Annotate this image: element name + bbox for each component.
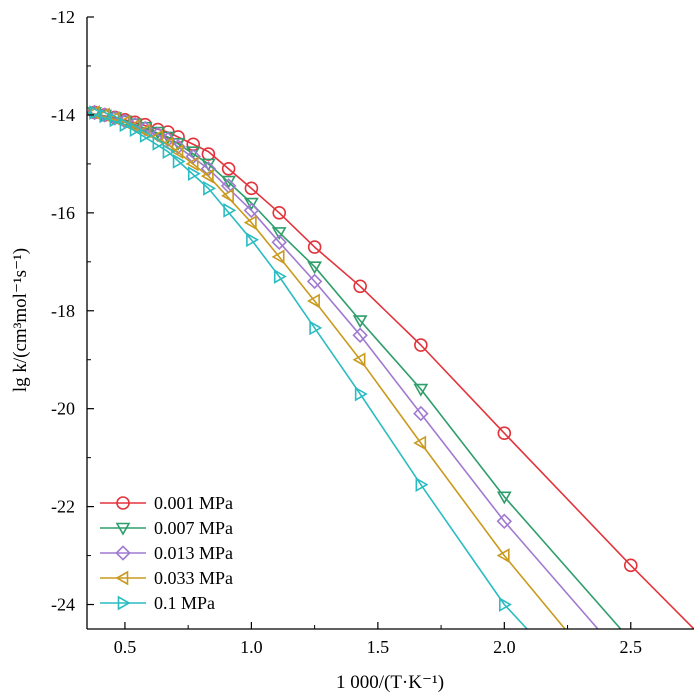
data-point-0-1-mpa	[139, 128, 153, 143]
data-point-0-007-mpa	[413, 383, 429, 397]
legend-label: 0.1 MPa	[154, 593, 215, 613]
data-point-0-1-mpa	[223, 203, 237, 218]
data-point-0-007-mpa	[496, 491, 512, 505]
data-point-0-007-mpa	[307, 261, 323, 275]
data-point-0-1-mpa	[246, 232, 260, 248]
data-point-0-033-mpa	[185, 156, 199, 172]
y-tick-label: -16	[51, 203, 75, 223]
data-point-0-1-mpa	[273, 269, 287, 284]
data-point-0-013-mpa	[170, 139, 186, 155]
legend-marker-0-033-mpa	[115, 570, 129, 586]
y-tick-label: -24	[51, 595, 75, 615]
x-tick-label: 2.0	[493, 637, 516, 657]
ticks-layer: 0.5 1.0 1.5 2.0 2.5 -24 -22 -20 -18 -16 -14 -12	[51, 7, 642, 657]
series-line-0-013-mpa	[87, 111, 599, 629]
data-point-0-1-mpa	[172, 154, 186, 169]
data-point-0-001-mpa	[623, 558, 638, 573]
series-line-0-1-mpa	[87, 111, 528, 629]
data-point-0-001-mpa	[307, 240, 322, 254]
data-point-0-1-mpa	[309, 320, 323, 336]
data-point-0-033-mpa	[243, 215, 257, 231]
data-point-0-013-mpa	[185, 148, 201, 165]
data-point-0-001-mpa	[414, 338, 428, 352]
legend-marker-0-013-mpa	[115, 545, 131, 561]
data-point-0-1-mpa	[499, 597, 512, 612]
data-point-0-033-mpa	[137, 123, 151, 139]
data-point-0-1-mpa	[129, 122, 143, 137]
y-tick-label: -12	[51, 7, 75, 27]
y-tick-label: -18	[51, 301, 75, 321]
legend-marker-0-1-mpa	[117, 595, 131, 611]
data-point-0-001-mpa	[353, 279, 367, 294]
legend-label: 0.033 MPa	[154, 568, 233, 588]
legend-label: 0.013 MPa	[154, 543, 233, 563]
data-point-0-013-mpa	[352, 327, 368, 343]
x-tick-label: 2.5	[620, 637, 643, 657]
legend-label: 0.001 MPa	[154, 493, 233, 513]
legend-label: 0.007 MPa	[154, 518, 233, 538]
data-point-0-007-mpa	[271, 227, 287, 241]
data-point-0-001-mpa	[244, 181, 259, 196]
y-tick-label: -22	[51, 497, 75, 517]
data-point-0-1-mpa	[415, 477, 429, 492]
x-axis-label: 1 000/(T·K⁻¹)	[336, 672, 444, 693]
data-point-0-007-mpa	[244, 197, 259, 211]
x-tick-label: 1.5	[367, 637, 390, 657]
x-tick-label: 0.5	[114, 637, 137, 657]
data-point-0-033-mpa	[352, 352, 366, 368]
data-point-0-013-mpa	[496, 513, 513, 530]
data-point-0-1-mpa	[354, 386, 368, 402]
data-point-0-013-mpa	[413, 405, 429, 422]
data-point-0-1-mpa	[187, 166, 201, 182]
legend-item-0-1-mpa: 0.1 MPa	[100, 593, 215, 613]
data-point-0-1-mpa	[203, 180, 217, 196]
data-point-0-001-mpa	[272, 206, 287, 220]
data-point-0-033-mpa	[127, 118, 141, 134]
data-point-0-013-mpa	[306, 273, 323, 290]
legend-marker-0-007-mpa	[115, 522, 131, 536]
data-point-0-033-mpa	[271, 249, 285, 265]
legend-item-0-013-mpa: 0.013 MPa	[100, 543, 233, 563]
y-tick-label: -20	[51, 399, 75, 419]
y-axis-label: lg k/(cm³mol⁻¹s⁻¹)	[10, 248, 31, 392]
data-point-0-033-mpa	[307, 293, 320, 309]
data-point-0-013-mpa	[243, 202, 260, 219]
data-point-0-001-mpa	[201, 147, 216, 161]
data-point-0-1-mpa	[89, 105, 103, 120]
legend-item-0-007-mpa: 0.007 MPa	[100, 518, 233, 538]
data-point-0-001-mpa	[221, 161, 236, 176]
legend-item-0-001-mpa: 0.001 MPa	[100, 493, 233, 513]
legend-item-0-033-mpa: 0.033 MPa	[100, 568, 233, 588]
data-point-0-013-mpa	[160, 131, 176, 148]
data-point-0-033-mpa	[200, 168, 214, 184]
data-point-0-1-mpa	[99, 108, 113, 124]
x-tick-label: 1.0	[240, 637, 263, 657]
data-point-0-033-mpa	[221, 188, 234, 204]
data-point-0-001-mpa	[497, 426, 512, 440]
data-point-0-1-mpa	[152, 135, 166, 151]
data-point-0-033-mpa	[496, 548, 510, 563]
legend-marker-0-001-mpa	[116, 496, 130, 510]
legend: 0.001 MPa 0.007 MPa 0.013 MPa 0.033 MPa 0.1 …	[100, 493, 233, 613]
series-layer	[87, 104, 694, 629]
data-point-0-1-mpa	[119, 117, 133, 133]
data-point-0-033-mpa	[170, 144, 184, 160]
y-tick-label: -14	[51, 105, 75, 125]
data-point-0-013-mpa	[271, 234, 287, 250]
data-point-0-007-mpa	[352, 315, 368, 329]
series-0-1-mpa	[87, 105, 528, 629]
data-point-0-033-mpa	[413, 435, 427, 451]
data-point-0-1-mpa	[109, 112, 123, 128]
data-point-0-1-mpa	[162, 144, 176, 160]
